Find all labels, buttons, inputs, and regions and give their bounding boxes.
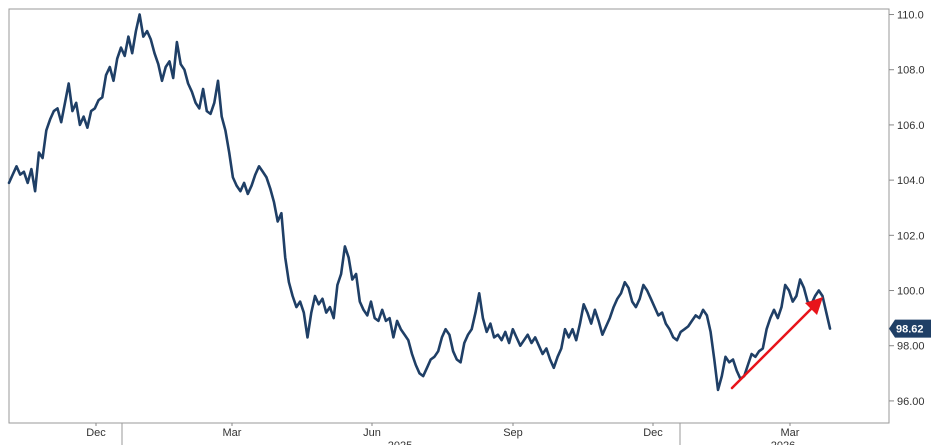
x-year-label: 2025 <box>388 440 412 445</box>
trend-arrow-annotation <box>730 297 823 390</box>
x-month-label: Mar <box>781 427 800 439</box>
x-axis: Dec Mar Jun Sep Dec Mar 2025 2026 <box>86 423 800 445</box>
y-tick-label: 106.0 <box>897 120 925 132</box>
y-tick-label: 102.0 <box>897 230 925 242</box>
last-value-badge-bg <box>889 319 931 338</box>
y-tick-label: 98.00 <box>897 341 925 353</box>
arrow-head <box>805 297 823 315</box>
plot-area <box>8 8 890 424</box>
arrow-shaft <box>730 303 817 390</box>
x-month-label: Sep <box>503 427 523 439</box>
x-month-label: Jun <box>363 427 381 439</box>
y-tick-label: 110.0 <box>897 10 924 22</box>
last-value-badge: 98.62 <box>889 319 931 338</box>
x-year-label: 2026 <box>771 440 795 445</box>
x-month-label: Dec <box>643 427 663 439</box>
x-month-label: Mar <box>223 427 242 439</box>
y-tick-label: 100.0 <box>897 286 925 298</box>
series-line <box>7 13 832 392</box>
y-tick-label: 104.0 <box>897 175 925 187</box>
y-axis: 110.0 108.0 106.0 104.0 102.0 100.0 98.00 96.00 <box>889 10 925 408</box>
y-tick-label: 108.0 <box>897 65 925 77</box>
last-value-label: 98.62 <box>896 324 924 336</box>
x-month-label: Dec <box>86 427 106 439</box>
y-tick-label: 96.00 <box>897 396 925 408</box>
